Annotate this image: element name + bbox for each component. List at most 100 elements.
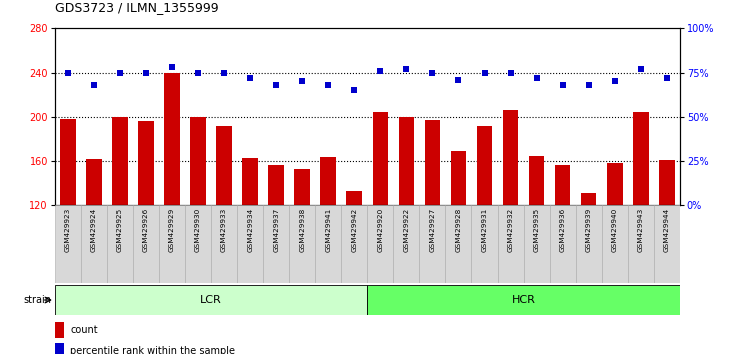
Text: GSM429936: GSM429936 (560, 208, 566, 252)
Point (609, 79, 621, 84)
Text: GSM429942: GSM429942 (352, 208, 357, 252)
Text: GSM429926: GSM429926 (143, 208, 149, 252)
Bar (159, 205, 185, 283)
Text: GSM429927: GSM429927 (429, 208, 436, 252)
Bar (81, 205, 107, 283)
Point (557, 82, 569, 88)
Point (270, 82, 282, 88)
Point (452, 77, 464, 82)
Bar (529, 155, 545, 205)
Point (322, 82, 334, 88)
Bar (420, 205, 445, 283)
Bar (654, 205, 680, 283)
Bar (55, 205, 81, 283)
Text: GSM429920: GSM429920 (377, 208, 383, 252)
Text: GSM429934: GSM429934 (247, 208, 253, 252)
Text: HCR: HCR (512, 295, 536, 305)
Bar (55, 285, 367, 315)
Point (427, 70, 439, 75)
Bar (133, 205, 159, 283)
Bar (112, 117, 128, 205)
Point (140, 70, 152, 75)
Text: GSM429931: GSM429931 (482, 208, 488, 252)
Text: GSM429943: GSM429943 (637, 208, 644, 252)
Text: GSM429923: GSM429923 (65, 208, 71, 252)
Text: GSM429922: GSM429922 (404, 208, 409, 252)
Text: GDS3723 / ILMN_1355999: GDS3723 / ILMN_1355999 (55, 1, 219, 14)
Bar (498, 205, 523, 283)
Bar (237, 205, 263, 283)
Bar (216, 126, 232, 205)
Text: count: count (70, 325, 98, 335)
Bar (60, 119, 75, 205)
Bar (445, 205, 471, 283)
Bar (320, 156, 336, 205)
Bar (289, 205, 315, 283)
Text: GSM429933: GSM429933 (221, 208, 227, 252)
Point (531, 75, 542, 81)
Text: GSM429941: GSM429941 (325, 208, 331, 252)
Point (88, 82, 99, 88)
Text: GSM429925: GSM429925 (117, 208, 123, 252)
Point (166, 64, 178, 70)
Bar (86, 159, 102, 205)
Bar (607, 163, 623, 205)
Bar (107, 205, 133, 283)
Text: GSM429924: GSM429924 (91, 208, 97, 252)
Point (296, 79, 308, 84)
Bar (425, 120, 440, 205)
Text: GSM429932: GSM429932 (507, 208, 514, 252)
Bar (295, 169, 310, 205)
Bar (393, 205, 420, 283)
Point (62, 70, 74, 75)
Text: GSM429940: GSM429940 (612, 208, 618, 252)
Bar (185, 205, 211, 283)
Bar (346, 191, 362, 205)
Bar (190, 117, 206, 205)
Text: LCR: LCR (200, 295, 222, 305)
Point (244, 75, 256, 81)
Bar (367, 205, 393, 283)
Point (374, 68, 386, 74)
Text: GSM429935: GSM429935 (534, 208, 539, 252)
Text: strain: strain (23, 295, 51, 305)
Bar (628, 205, 654, 283)
Point (192, 70, 204, 75)
Bar (55, 343, 64, 354)
Bar (211, 205, 237, 283)
Bar (398, 117, 414, 205)
Point (635, 66, 647, 72)
Bar (602, 205, 628, 283)
Text: GSM429937: GSM429937 (273, 208, 279, 252)
Text: GSM429938: GSM429938 (299, 208, 306, 252)
Bar (315, 205, 341, 283)
Text: GSM429944: GSM429944 (664, 208, 670, 252)
Point (401, 66, 412, 72)
Point (219, 70, 230, 75)
Bar (450, 151, 466, 205)
Text: GSM429929: GSM429929 (169, 208, 175, 252)
Bar (503, 110, 518, 205)
Bar (242, 158, 258, 205)
Text: GSM429939: GSM429939 (586, 208, 591, 252)
Bar (55, 321, 64, 338)
Bar (477, 126, 492, 205)
Point (583, 82, 594, 88)
Bar (341, 205, 367, 283)
Bar (555, 165, 570, 205)
Point (114, 70, 126, 75)
Text: GSM429930: GSM429930 (195, 208, 201, 252)
Point (504, 70, 516, 75)
Point (349, 87, 360, 93)
Text: GSM429928: GSM429928 (455, 208, 461, 252)
Bar (575, 205, 602, 283)
Bar (164, 73, 180, 205)
Bar (471, 205, 498, 283)
Bar (550, 205, 576, 283)
Bar (263, 205, 289, 283)
Bar (523, 205, 550, 283)
Bar (581, 193, 596, 205)
Bar (373, 113, 388, 205)
Bar (138, 121, 154, 205)
Point (661, 75, 673, 81)
